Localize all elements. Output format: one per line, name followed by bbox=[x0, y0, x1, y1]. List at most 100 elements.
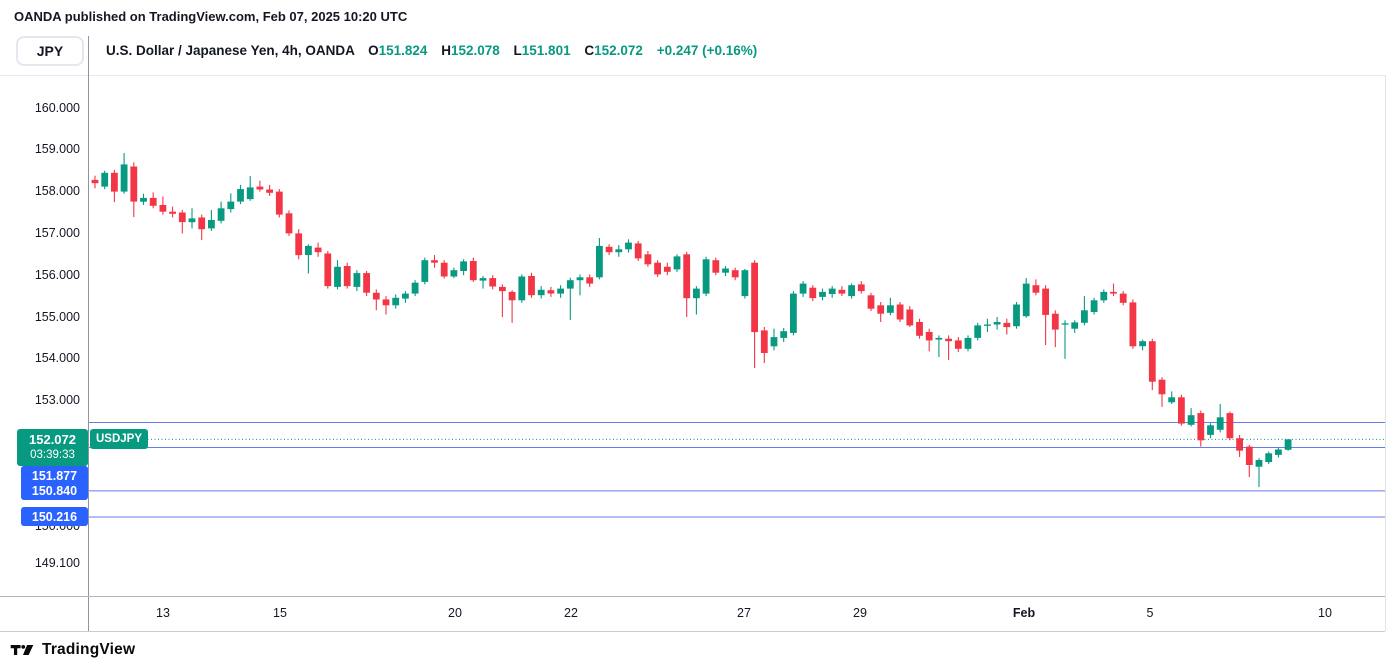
candle-body bbox=[363, 273, 370, 293]
time-axis[interactable]: 13 15 20 22 27 29 Feb 5 10 bbox=[0, 597, 1400, 631]
candle-body bbox=[887, 305, 894, 313]
candle-body bbox=[896, 304, 904, 320]
candle-body bbox=[208, 220, 215, 229]
candle-body bbox=[431, 260, 438, 263]
close-label: C bbox=[584, 43, 595, 58]
chart-legend: U.S. Dollar / Japanese Yen, 4h, OANDA O1… bbox=[106, 43, 757, 58]
candle-body bbox=[615, 249, 623, 253]
candle-body bbox=[460, 261, 467, 271]
candle-body bbox=[848, 285, 855, 297]
candle-body bbox=[285, 213, 293, 234]
candle-body bbox=[722, 268, 729, 273]
candle-body bbox=[1100, 291, 1108, 301]
candle-body bbox=[217, 208, 225, 221]
candle-body bbox=[741, 270, 749, 297]
candle-body bbox=[159, 205, 167, 212]
candle-body bbox=[605, 246, 613, 253]
close-value: 152.072 bbox=[594, 43, 643, 58]
candle-body bbox=[130, 166, 138, 202]
time-axis-label: 29 bbox=[853, 606, 867, 620]
time-axis-border bbox=[0, 596, 1385, 597]
candle-body bbox=[1110, 291, 1117, 294]
current-price-value: 152.072 bbox=[29, 432, 76, 448]
candle-body bbox=[1071, 322, 1079, 329]
candle-body bbox=[712, 260, 720, 273]
candle-body bbox=[101, 172, 109, 187]
candle-body bbox=[945, 338, 952, 342]
price-axis-label: 157.000 bbox=[34, 225, 80, 240]
candle-body bbox=[402, 293, 409, 299]
candle-body bbox=[411, 282, 419, 294]
candle-body bbox=[1158, 379, 1166, 395]
candle-body bbox=[324, 253, 332, 287]
candle-body bbox=[120, 164, 128, 192]
candle-body bbox=[421, 260, 429, 282]
candle-body bbox=[91, 179, 99, 184]
candle-body bbox=[499, 286, 506, 292]
candle-body bbox=[954, 340, 962, 349]
candle-body bbox=[392, 297, 400, 306]
candle-body bbox=[334, 266, 341, 287]
brand-name: TradingView bbox=[42, 641, 136, 658]
candle-body bbox=[1168, 397, 1176, 403]
candle-body bbox=[596, 245, 603, 278]
bar-countdown: 03:39:33 bbox=[30, 449, 75, 462]
time-axis-label: Feb bbox=[1012, 606, 1036, 620]
candle-body bbox=[1022, 283, 1030, 317]
high-value: 152.078 bbox=[450, 43, 500, 58]
candle-body bbox=[838, 289, 846, 294]
price-axis-label: 158.000 bbox=[34, 184, 80, 199]
currency-badge[interactable]: JPY bbox=[16, 36, 84, 66]
candle-body bbox=[169, 211, 176, 214]
time-axis-label: 13 bbox=[156, 606, 170, 620]
candle-body bbox=[469, 261, 477, 281]
low-value: 151.801 bbox=[521, 43, 571, 58]
candle-body bbox=[1148, 341, 1156, 382]
candle-body bbox=[295, 233, 303, 256]
candle-body bbox=[547, 290, 555, 294]
candle-body bbox=[964, 337, 972, 349]
current-price-badge[interactable]: 152.072 03:39:33 bbox=[17, 428, 88, 466]
symbol-title[interactable]: U.S. Dollar / Japanese Yen, 4h, OANDA bbox=[106, 43, 355, 58]
attribution-text: OANDA published on TradingView.com, Feb … bbox=[14, 9, 408, 24]
candle-body bbox=[1265, 453, 1273, 463]
alert-price-badge[interactable]: 150.840 bbox=[21, 481, 88, 501]
candle-body bbox=[625, 242, 632, 250]
candle-body bbox=[654, 262, 661, 275]
candle-body bbox=[1139, 341, 1146, 347]
price-axis-label: 156.000 bbox=[34, 267, 80, 282]
high-label: H bbox=[441, 43, 451, 58]
candle-body bbox=[751, 262, 758, 333]
price-axis-label: 159.000 bbox=[34, 142, 80, 157]
candle-body bbox=[644, 254, 652, 265]
candle-body bbox=[974, 325, 982, 338]
candle-body bbox=[518, 276, 526, 301]
candle-body bbox=[1119, 293, 1127, 303]
candle-body bbox=[1129, 302, 1137, 347]
time-axis-label: 10 bbox=[1318, 606, 1332, 620]
alert-price-badge[interactable]: 150.216 bbox=[21, 507, 88, 527]
candle-body bbox=[508, 291, 516, 301]
candle-body bbox=[1284, 439, 1292, 450]
price-axis-label: 154.000 bbox=[34, 351, 80, 366]
tradingview-logo-icon bbox=[10, 644, 34, 655]
candle-body bbox=[1275, 449, 1282, 455]
time-axis-label: 20 bbox=[448, 606, 462, 620]
candle-body bbox=[693, 288, 700, 299]
candle-body bbox=[227, 201, 235, 210]
candle-body bbox=[1042, 288, 1049, 315]
time-axis-label: 5 bbox=[1146, 606, 1154, 620]
currency-badge-label: JPY bbox=[36, 43, 64, 59]
candle-body bbox=[916, 322, 923, 336]
candle-body bbox=[1003, 322, 1011, 328]
candle-body bbox=[935, 337, 943, 340]
candle-body bbox=[984, 324, 991, 326]
candle-body bbox=[780, 331, 788, 338]
candle-body bbox=[925, 332, 933, 341]
candle-body bbox=[440, 262, 448, 277]
symbol-price-label[interactable]: USDJPY bbox=[90, 429, 148, 450]
candle-body bbox=[256, 186, 264, 190]
alert-price-badge[interactable]: 151.877 bbox=[21, 466, 88, 486]
